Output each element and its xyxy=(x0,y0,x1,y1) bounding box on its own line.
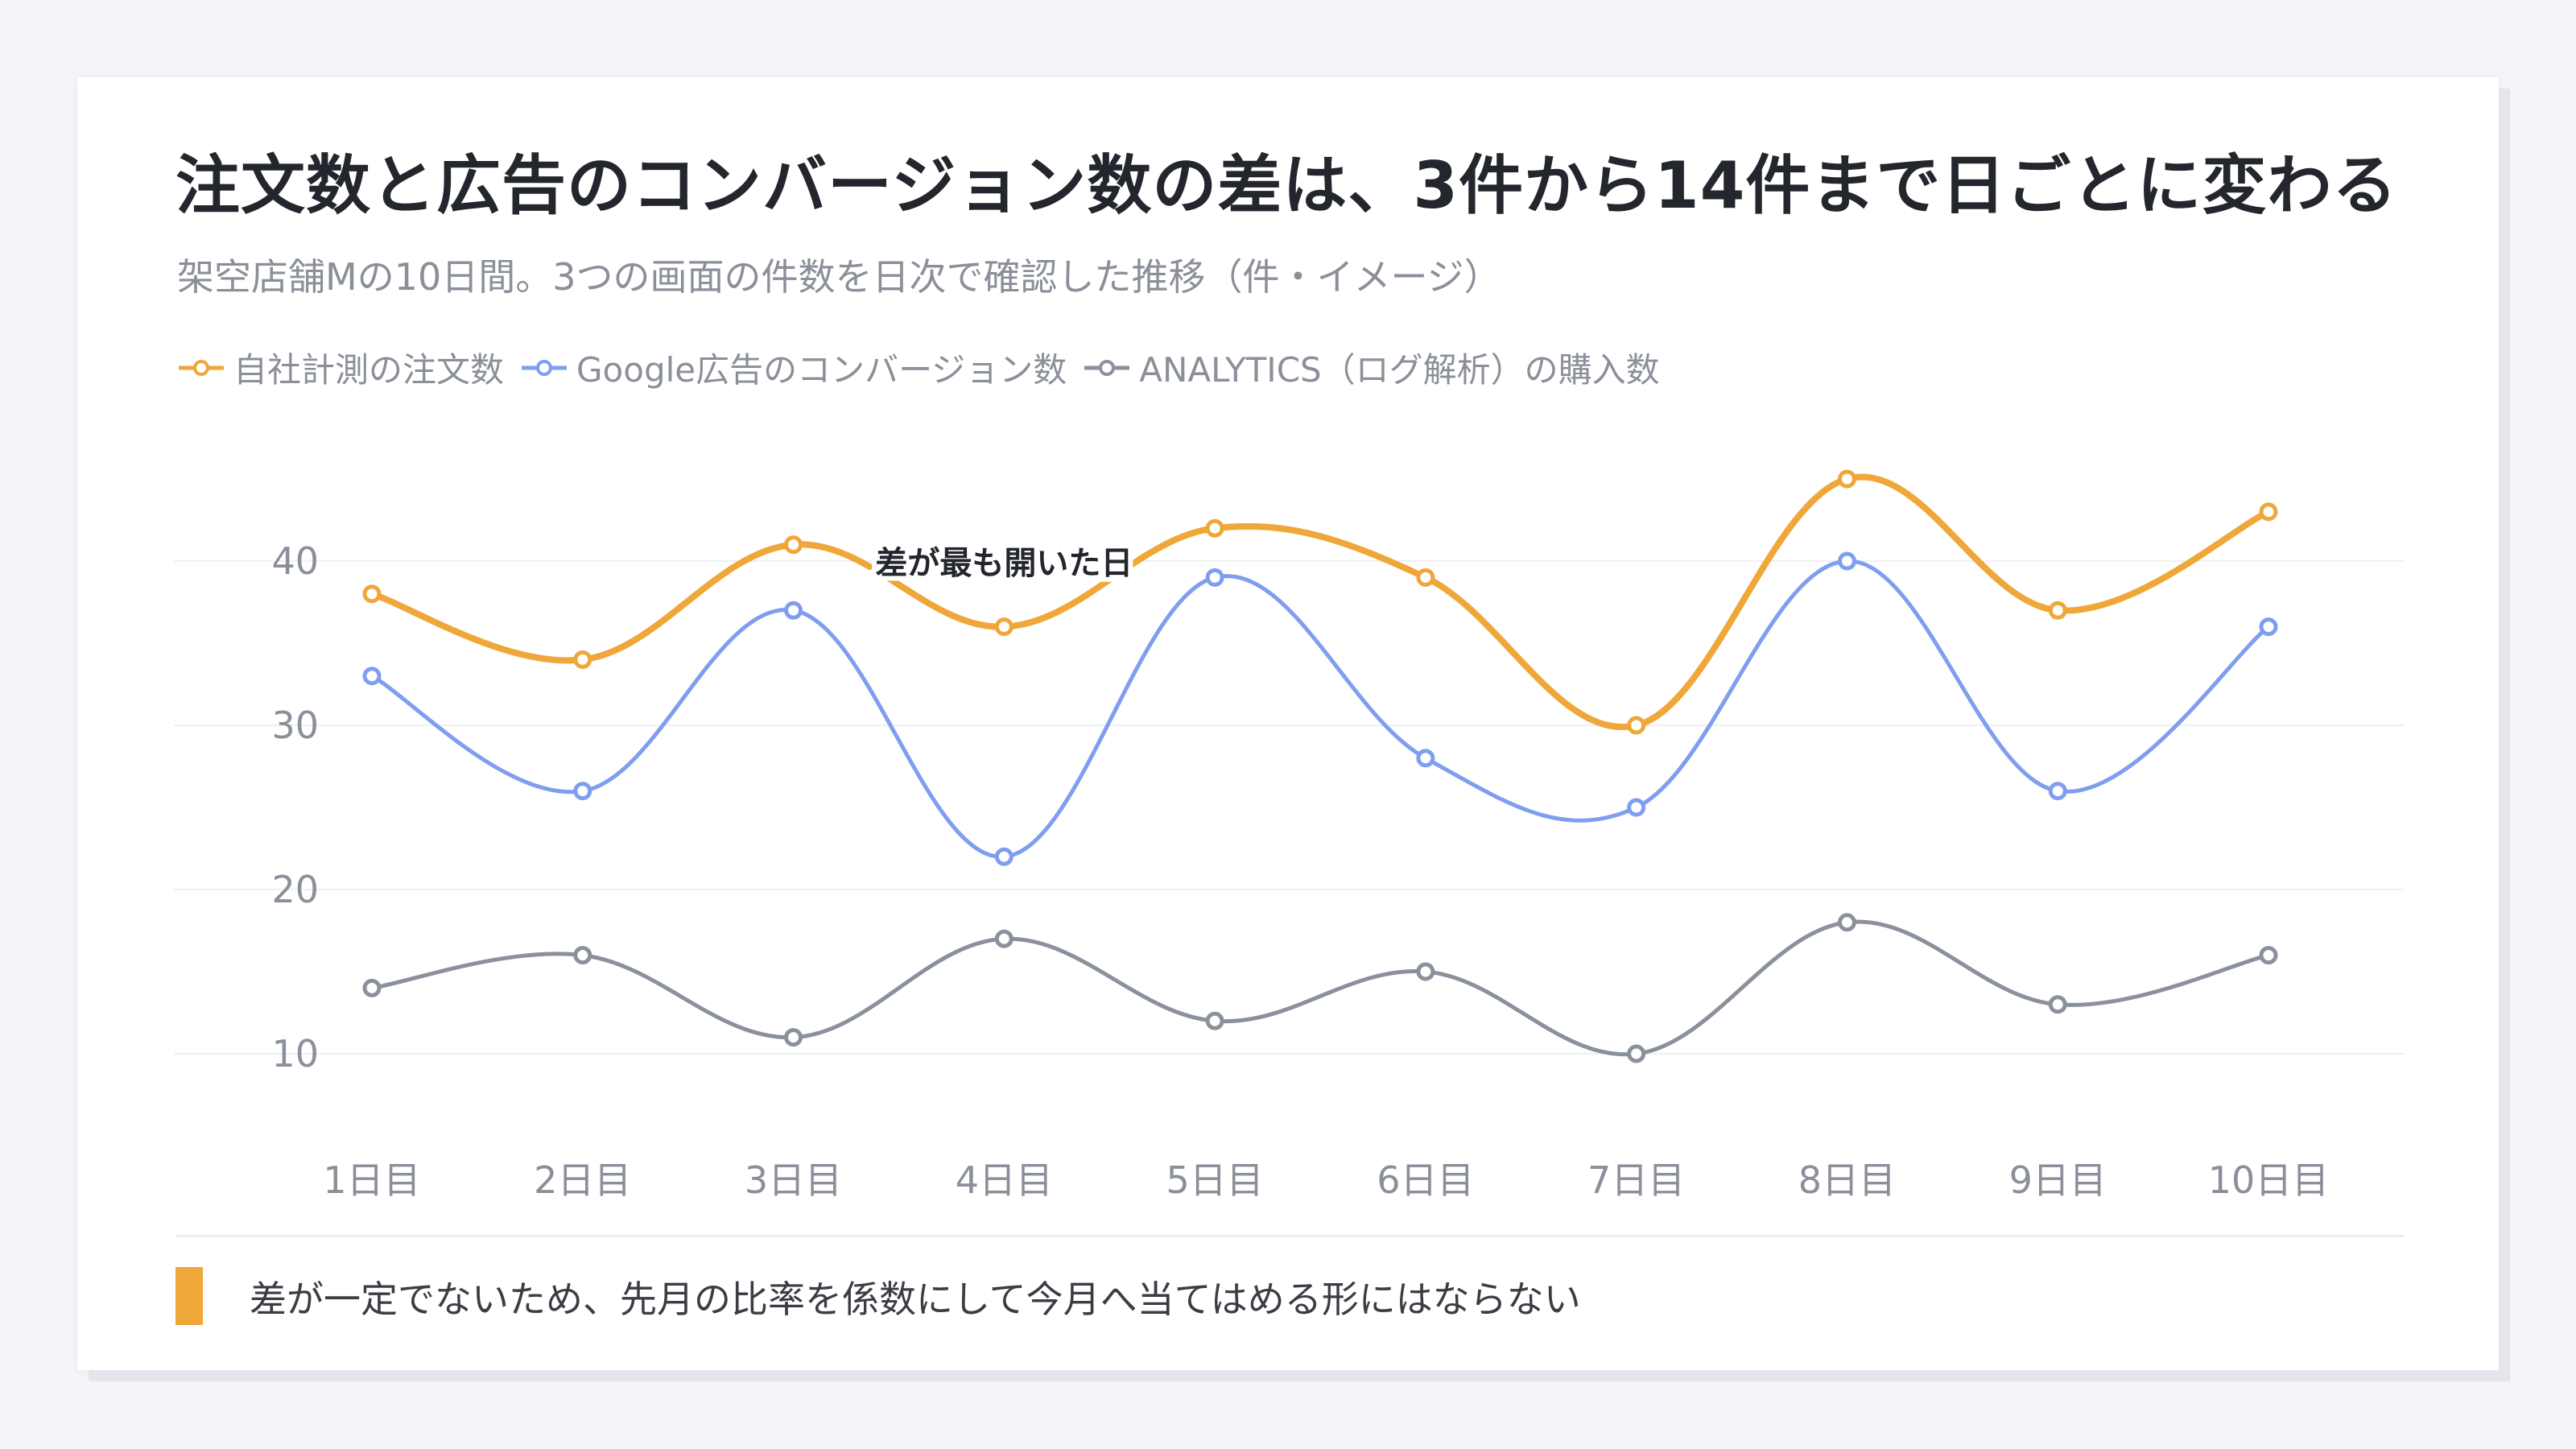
data-point-own-orders xyxy=(1205,518,1224,538)
x-tick-label: 3日目 xyxy=(745,1158,842,1202)
footer-divider xyxy=(175,1235,2404,1237)
line-chart: 10 20 30 40 1日目 2日目 3日目 4日目 5日目 6日目 7日目 8日目 9日目 10日目 差… xyxy=(174,469,2404,1202)
legend-label-analytics: ANALYTICS（ログ解析）の購入数 xyxy=(1139,350,1660,390)
legend-swatch-analytics xyxy=(1084,359,1130,376)
data-point-google-ads xyxy=(994,847,1013,866)
legend-item-analytics[interactable]: ANALYTICS（ログ解析）の購入数 xyxy=(1083,343,1660,392)
data-point-google-ads xyxy=(1416,749,1435,768)
x-tick-label: 6日目 xyxy=(1377,1158,1474,1202)
x-tick-label: 9日目 xyxy=(2009,1158,2107,1202)
data-point-own-orders xyxy=(573,650,592,669)
x-tick-label: 10日目 xyxy=(2208,1158,2330,1202)
chart-title: 注文数と広告のコンバージョン数の差は、3件から14件まで日ごとに変わる xyxy=(175,148,2398,223)
y-tick-label: 10 xyxy=(271,1032,319,1075)
data-point-analytics xyxy=(1627,1044,1646,1063)
data-point-analytics xyxy=(573,946,592,965)
legend-swatch-google-ads xyxy=(522,359,568,376)
data-point-own-orders xyxy=(1627,716,1646,735)
legend-item-own-orders[interactable]: 自社計測の注文数 xyxy=(177,343,504,392)
legend-label-own-orders: 自社計測の注文数 xyxy=(233,350,505,390)
data-point-analytics xyxy=(994,929,1013,948)
legend-swatch-own-orders xyxy=(179,359,224,376)
series-line-own-orders xyxy=(369,473,2272,730)
data-point-google-ads xyxy=(2048,782,2067,801)
data-point-google-ads xyxy=(2259,617,2278,637)
legend-label-google-ads: Google広告のコンバージョン数 xyxy=(576,350,1067,390)
x-tick-label: 2日目 xyxy=(534,1158,631,1202)
data-point-analytics xyxy=(1837,913,1856,932)
data-point-google-ads xyxy=(362,667,382,686)
series-line-google-ads xyxy=(369,559,2271,859)
footer-note: 差が一定でないため、先月の比率を係数にして今月へ当てはめる形にはならない xyxy=(250,1278,1581,1321)
y-tick-label: 20 xyxy=(271,868,319,911)
chart-card: 注文数と広告のコンバージョン数の差は、3件から14件まで日ごとに変わる 架空店舗… xyxy=(77,77,2499,1370)
data-point-google-ads xyxy=(1205,568,1224,587)
data-point-own-orders xyxy=(2259,502,2278,522)
x-tick-label: 7日目 xyxy=(1587,1158,1685,1202)
data-point-analytics xyxy=(784,1028,803,1047)
data-point-own-orders xyxy=(784,535,803,555)
data-point-google-ads xyxy=(1837,551,1856,571)
x-tick-label: 1日目 xyxy=(323,1158,420,1202)
annotation-max-gap: 差が最も開いた日 xyxy=(875,545,1133,582)
legend-item-google-ads[interactable]: Google広告のコンバージョン数 xyxy=(520,343,1067,392)
data-point-own-orders xyxy=(2048,601,2067,620)
data-point-own-orders xyxy=(1416,568,1435,587)
data-point-own-orders xyxy=(362,584,382,604)
y-tick-label: 40 xyxy=(271,539,319,583)
data-point-analytics xyxy=(1416,962,1435,981)
data-point-analytics xyxy=(1205,1011,1224,1030)
data-point-google-ads xyxy=(784,601,803,620)
y-tick-label: 30 xyxy=(271,704,319,747)
chart-legend: 自社計測の注文数 Google広告のコンバージョン数 ANALYTICS（ログ解… xyxy=(177,343,1676,392)
x-tick-label: 8日目 xyxy=(1798,1158,1896,1202)
data-point-google-ads xyxy=(573,782,592,801)
data-point-analytics xyxy=(2048,995,2067,1014)
x-tick-label: 5日目 xyxy=(1166,1158,1263,1202)
data-point-own-orders xyxy=(1837,469,1856,489)
data-point-analytics xyxy=(362,978,382,997)
footer-accent-bar xyxy=(175,1267,203,1325)
data-point-google-ads xyxy=(1627,798,1646,817)
chart-subtitle: 架空店舗Mの10日間。3つの画面の件数を日次で確認した推移（件・イメージ） xyxy=(177,255,1501,299)
data-point-own-orders xyxy=(994,617,1013,637)
x-tick-label: 4日目 xyxy=(956,1158,1053,1202)
data-point-analytics xyxy=(2259,946,2278,965)
series-line-analytics xyxy=(369,919,2271,1057)
